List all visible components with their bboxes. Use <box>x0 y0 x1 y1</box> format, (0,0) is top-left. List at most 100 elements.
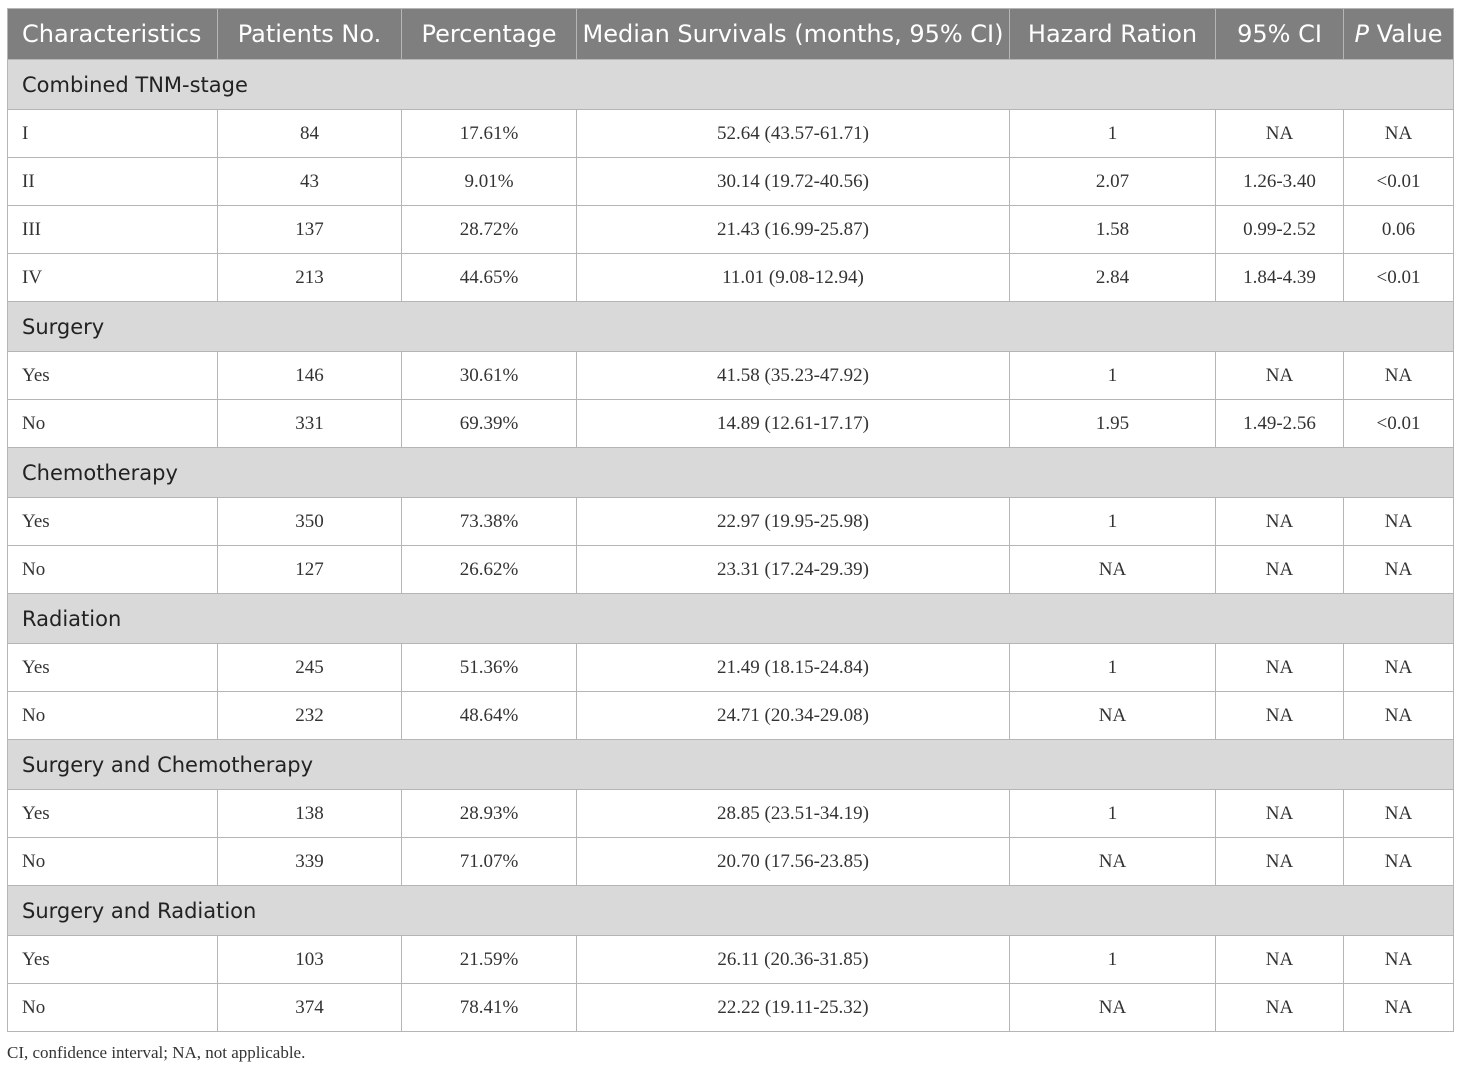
table-row: No 339 71.07% 20.70 (17.56-23.85) NA NA NA <box>7 837 1454 886</box>
cell-patients-no: 103 <box>217 935 402 984</box>
cell-ci-95: NA <box>1215 837 1344 886</box>
table-row: Yes 103 21.59% 26.11 (20.36-31.85) 1 NA NA <box>7 935 1454 984</box>
section-title: Surgery and Chemotherapy <box>7 739 1454 790</box>
cell-hazard-ratio: 1 <box>1009 351 1216 400</box>
table-row: No 374 78.41% 22.22 (19.11-25.32) NA NA NA <box>7 983 1454 1032</box>
header-95-ci: 95% CI <box>1215 8 1344 60</box>
cell-median-survival: 22.22 (19.11-25.32) <box>576 983 1010 1032</box>
cell-patients-no: 232 <box>217 691 402 740</box>
cell-patients-no: 138 <box>217 789 402 838</box>
header-p-italic: P <box>1354 20 1369 48</box>
cell-patients-no: 350 <box>217 497 402 546</box>
cell-characteristic: IV <box>7 253 218 302</box>
cell-p-value: NA <box>1343 983 1454 1032</box>
cell-hazard-ratio: 1 <box>1009 789 1216 838</box>
cell-characteristic: Yes <box>7 643 218 692</box>
cell-characteristic: No <box>7 545 218 594</box>
cell-patients-no: 339 <box>217 837 402 886</box>
header-p-rest: Value <box>1368 20 1443 48</box>
cell-patients-no: 43 <box>217 157 402 206</box>
cell-p-value: NA <box>1343 643 1454 692</box>
cell-ci-95: 1.84-4.39 <box>1215 253 1344 302</box>
cell-characteristic: No <box>7 983 218 1032</box>
cell-patients-no: 374 <box>217 983 402 1032</box>
cell-ci-95: NA <box>1215 545 1344 594</box>
cell-hazard-ratio: 1 <box>1009 497 1216 546</box>
cell-median-survival: 28.85 (23.51-34.19) <box>576 789 1010 838</box>
cell-ci-95: NA <box>1215 983 1344 1032</box>
cell-median-survival: 21.43 (16.99-25.87) <box>576 205 1010 254</box>
cell-percentage: 9.01% <box>401 157 577 206</box>
cell-p-value: <0.01 <box>1343 157 1454 206</box>
cell-patients-no: 127 <box>217 545 402 594</box>
section-title: Surgery and Radiation <box>7 885 1454 936</box>
cell-ci-95: NA <box>1215 351 1344 400</box>
section-row: Surgery and Radiation <box>7 885 1454 936</box>
cell-p-value: NA <box>1343 351 1454 400</box>
header-hazard-ration: Hazard Ration <box>1009 8 1216 60</box>
cell-ci-95: NA <box>1215 789 1344 838</box>
cell-ci-95: NA <box>1215 935 1344 984</box>
header-row: Characteristics Patients No. Percentage … <box>7 8 1454 60</box>
cell-ci-95: NA <box>1215 497 1344 546</box>
cell-patients-no: 146 <box>217 351 402 400</box>
section-title: Chemotherapy <box>7 447 1454 498</box>
cell-percentage: 48.64% <box>401 691 577 740</box>
cell-characteristic: Yes <box>7 497 218 546</box>
cell-characteristic: I <box>7 109 218 158</box>
header-median-survivals: Median Survivals (months, 95% CI) <box>576 8 1010 60</box>
table-row: IV 213 44.65% 11.01 (9.08-12.94) 2.84 1.84-4.… <box>7 253 1454 302</box>
cell-p-value: <0.01 <box>1343 253 1454 302</box>
table-row: Yes 138 28.93% 28.85 (23.51-34.19) 1 NA NA <box>7 789 1454 838</box>
cell-ci-95: NA <box>1215 109 1344 158</box>
table-row: I 84 17.61% 52.64 (43.57-61.71) 1 NA NA <box>7 109 1454 158</box>
cell-median-survival: 14.89 (12.61-17.17) <box>576 399 1010 448</box>
section-row: Combined TNM-stage <box>7 59 1454 110</box>
table-row: II 43 9.01% 30.14 (19.72-40.56) 2.07 1.26-3.4… <box>7 157 1454 206</box>
cell-hazard-ratio: NA <box>1009 983 1216 1032</box>
cell-patients-no: 137 <box>217 205 402 254</box>
cell-p-value: NA <box>1343 497 1454 546</box>
cell-percentage: 30.61% <box>401 351 577 400</box>
cell-median-survival: 24.71 (20.34-29.08) <box>576 691 1010 740</box>
cell-percentage: 78.41% <box>401 983 577 1032</box>
cell-hazard-ratio: 1 <box>1009 935 1216 984</box>
cell-hazard-ratio: 2.84 <box>1009 253 1216 302</box>
cell-median-survival: 26.11 (20.36-31.85) <box>576 935 1010 984</box>
cell-p-value: 0.06 <box>1343 205 1454 254</box>
cell-patients-no: 84 <box>217 109 402 158</box>
table-row: No 127 26.62% 23.31 (17.24-29.39) NA NA NA <box>7 545 1454 594</box>
cell-hazard-ratio: 1 <box>1009 109 1216 158</box>
section-title: Radiation <box>7 593 1454 644</box>
cell-percentage: 26.62% <box>401 545 577 594</box>
table-row: No 331 69.39% 14.89 (12.61-17.17) 1.95 1.49-2… <box>7 399 1454 448</box>
table-row: Yes 245 51.36% 21.49 (18.15-24.84) 1 NA NA <box>7 643 1454 692</box>
cell-p-value: NA <box>1343 837 1454 886</box>
cell-hazard-ratio: NA <box>1009 691 1216 740</box>
cell-hazard-ratio: 1 <box>1009 643 1216 692</box>
cell-median-survival: 11.01 (9.08-12.94) <box>576 253 1010 302</box>
cell-hazard-ratio: NA <box>1009 545 1216 594</box>
cell-characteristic: Yes <box>7 789 218 838</box>
cell-ci-95: NA <box>1215 643 1344 692</box>
cell-characteristic: Yes <box>7 351 218 400</box>
cell-characteristic: II <box>7 157 218 206</box>
cell-hazard-ratio: 1.58 <box>1009 205 1216 254</box>
cell-median-survival: 30.14 (19.72-40.56) <box>576 157 1010 206</box>
results-table: Characteristics Patients No. Percentage … <box>7 8 1454 1032</box>
cell-percentage: 71.07% <box>401 837 577 886</box>
cell-p-value: NA <box>1343 935 1454 984</box>
cell-p-value: NA <box>1343 789 1454 838</box>
table-header: Characteristics Patients No. Percentage … <box>7 8 1454 60</box>
cell-percentage: 28.72% <box>401 205 577 254</box>
results-table-container: Characteristics Patients No. Percentage … <box>7 8 1454 1032</box>
cell-characteristic: No <box>7 837 218 886</box>
section-title: Surgery <box>7 301 1454 352</box>
cell-median-survival: 23.31 (17.24-29.39) <box>576 545 1010 594</box>
header-characteristics: Characteristics <box>7 8 218 60</box>
cell-percentage: 21.59% <box>401 935 577 984</box>
cell-hazard-ratio: 2.07 <box>1009 157 1216 206</box>
table-body: Combined TNM-stage I 84 17.61% 52.64 (43.57-… <box>7 59 1454 1032</box>
cell-characteristic: No <box>7 399 218 448</box>
cell-ci-95: 0.99-2.52 <box>1215 205 1344 254</box>
